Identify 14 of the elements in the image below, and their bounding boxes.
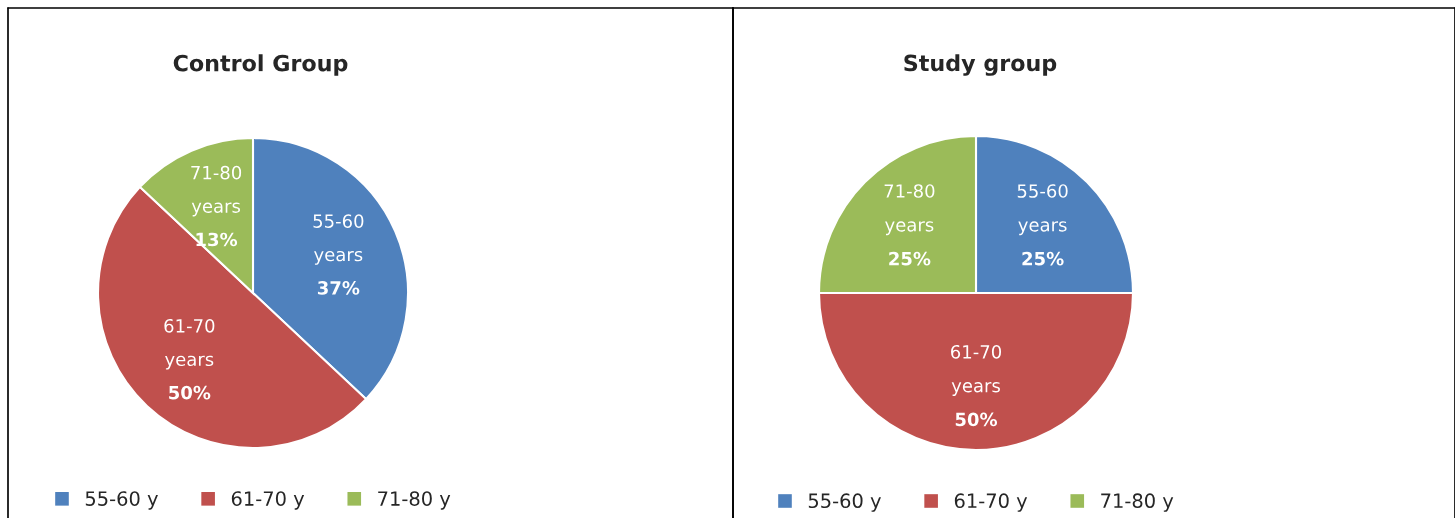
text: 61-70 years 50% [164, 318, 215, 400]
text: 61-70 years 50% [951, 344, 1002, 427]
chart-title: Study group [904, 54, 1057, 76]
text: 71-80 years 13% [191, 165, 242, 247]
text: 55-60 years 37% [313, 214, 364, 295]
legend-label: 61-70 y [231, 491, 305, 510]
legend-label: 55-60 y [85, 491, 158, 510]
legend-label: 71-80 y [378, 491, 451, 510]
legend-label: 71-80 y [1101, 493, 1174, 512]
legend-label: 55-60 y [808, 493, 881, 512]
text: 71-80 years 25% [884, 184, 935, 266]
legend-label: 61-70 y [954, 493, 1028, 512]
text: 55-60 years 25% [1017, 184, 1068, 266]
chart-title: Control Group [173, 54, 348, 76]
